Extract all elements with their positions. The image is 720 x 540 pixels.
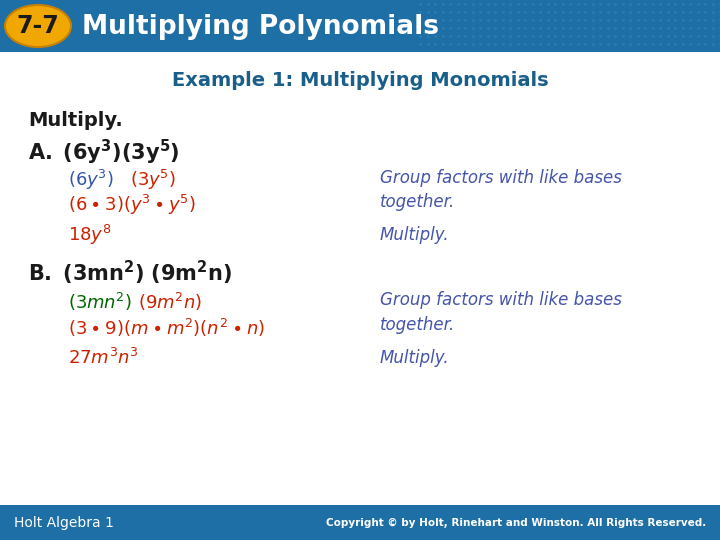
Text: Multiply.: Multiply. xyxy=(380,349,449,367)
Text: $18y^8$: $18y^8$ xyxy=(68,223,112,247)
Text: Copyright © by Holt, Rinehart and Winston. All Rights Reserved.: Copyright © by Holt, Rinehart and Winsto… xyxy=(325,517,706,528)
Text: $(6y^3)$: $(6y^3)$ xyxy=(68,168,114,192)
Text: $(3y^5)$: $(3y^5)$ xyxy=(130,168,176,192)
Polygon shape xyxy=(0,505,720,540)
Text: $27m^3n^3$: $27m^3n^3$ xyxy=(68,348,139,368)
Text: $(3\bullet 9)(m\bullet m^2)(n^2\bullet n)$: $(3\bullet 9)(m\bullet m^2)(n^2\bullet n… xyxy=(68,317,265,339)
Text: Group factors with like bases: Group factors with like bases xyxy=(380,291,622,309)
Polygon shape xyxy=(0,0,720,52)
Text: Group factors with like bases: Group factors with like bases xyxy=(380,169,622,187)
Text: Example 1: Multiplying Monomials: Example 1: Multiplying Monomials xyxy=(171,71,549,90)
Text: $(3mn^2)$: $(3mn^2)$ xyxy=(68,291,132,313)
Text: together.: together. xyxy=(380,316,455,334)
Ellipse shape xyxy=(5,5,71,47)
Text: together.: together. xyxy=(380,193,455,211)
Text: Multiplying Polynomials: Multiplying Polynomials xyxy=(82,14,439,40)
Text: $(9m^2n)$: $(9m^2n)$ xyxy=(138,291,202,313)
Text: Multiply.: Multiply. xyxy=(28,111,122,130)
Text: Multiply.: Multiply. xyxy=(380,226,449,244)
Text: $\mathbf{B.\ (3mn^2)\ (9m^2n)}$: $\mathbf{B.\ (3mn^2)\ (9m^2n)}$ xyxy=(28,259,232,287)
Text: $\mathbf{A.\ (6y^3)(3y^5)}$: $\mathbf{A.\ (6y^3)(3y^5)}$ xyxy=(28,137,179,167)
Text: Holt Algebra 1: Holt Algebra 1 xyxy=(14,516,114,530)
Text: 7-7: 7-7 xyxy=(17,14,59,38)
Text: $(6\bullet 3)(y^3\bullet y^5)$: $(6\bullet 3)(y^3\bullet y^5)$ xyxy=(68,193,196,217)
